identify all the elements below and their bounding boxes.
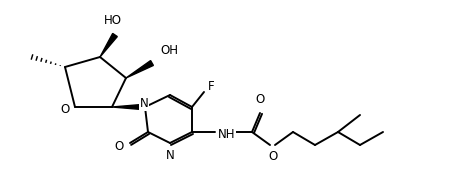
Text: F: F bbox=[207, 81, 214, 94]
Polygon shape bbox=[112, 104, 145, 110]
Text: OH: OH bbox=[160, 44, 177, 57]
Text: O: O bbox=[61, 104, 70, 117]
Polygon shape bbox=[100, 33, 117, 57]
Text: N: N bbox=[165, 149, 174, 162]
Text: O: O bbox=[268, 150, 277, 163]
Text: HO: HO bbox=[104, 14, 122, 27]
Text: O: O bbox=[115, 139, 124, 152]
Text: NH: NH bbox=[217, 127, 235, 140]
Text: N: N bbox=[139, 98, 148, 111]
Text: O: O bbox=[255, 93, 264, 106]
Polygon shape bbox=[126, 61, 153, 78]
